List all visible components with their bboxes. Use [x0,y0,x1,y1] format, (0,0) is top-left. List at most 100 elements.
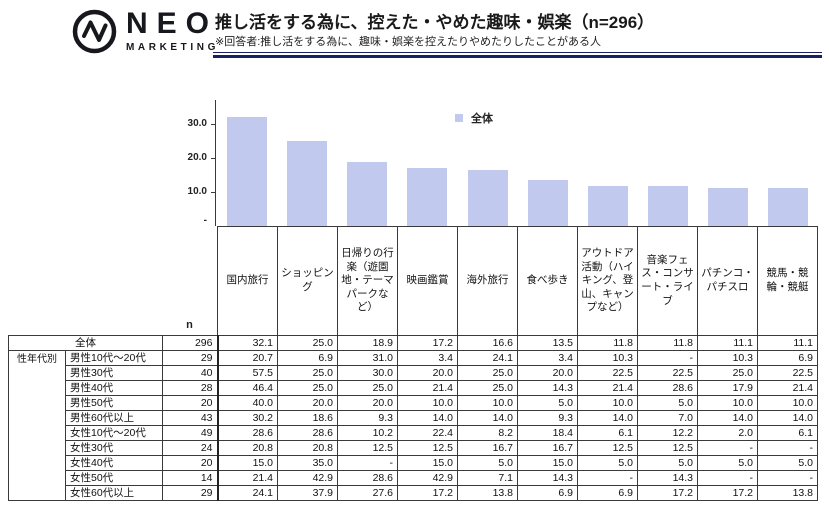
bar [707,188,748,226]
value-cell: 21.4 [577,380,638,396]
value-cell: 6.9 [757,350,818,366]
value-cell: 17.2 [637,485,698,501]
category-header-cell: ショッピング [277,226,338,335]
bar [767,188,808,226]
value-cell: 30.2 [216,410,278,426]
pulse-circle-icon [72,9,117,54]
category-header-cell: パチンコ・パチスロ [697,226,758,335]
value-cell: 5.0 [577,455,638,471]
value-cell: 35.0 [277,455,338,471]
value-cell: 10.0 [577,395,638,411]
value-cell: 22.5 [637,365,698,381]
value-cell: 16.6 [457,335,518,351]
value-cell: 28.6 [277,425,338,441]
table-row: 女性50代 14 21.4 42.9 28.6 42.9 7.1 14.3-14.3- - [9,470,818,486]
value-cell: - [637,350,698,366]
value-cell: 30.0 [337,365,398,381]
category-header-cell: 海外旅行 [457,226,518,335]
bar [287,141,328,226]
value-cell: 21.4 [216,470,278,486]
value-cell: - [757,440,818,456]
row-label: 男性40代 [65,380,163,396]
value-cell: 20.0 [277,395,338,411]
value-cell: 20.0 [397,365,458,381]
value-cell: 25.0 [457,380,518,396]
value-cell: 5.0 [637,455,698,471]
value-cell: 18.6 [277,410,338,426]
y-axis: 30.0 20.0 10.0 - [168,100,216,226]
value-cell: 7.1 [457,470,518,486]
category-header-cell: 日帰りの行楽（遊園地・テーマパークなど） [337,226,398,335]
y-tick-label: - [203,215,207,226]
value-cell: 25.0 [457,365,518,381]
category-header-cell: 映画鑑賞 [397,226,458,335]
value-cell: 40.0 [216,395,278,411]
value-cell: 20.0 [337,395,398,411]
table-body: 全体 296 32.1 25.0 18.9 17.2 16.6 13.5 11.8 11.8 11.… [8,335,818,501]
value-cell: 25.0 [277,380,338,396]
row-label: 女性30代 [65,440,163,456]
value-cell: 16.7 [517,440,578,456]
n-value-cell: 20 [162,395,218,411]
value-cell: 42.9 [397,470,458,486]
value-cell: 5.0 [697,455,758,471]
value-cell: - [697,440,758,456]
table-row: 女性40代 20 15.0 35.0-15.0 5.0 15.0 5.0 5.0 5.0 5.0 [9,455,818,471]
row-label: 男性60代以上 [65,410,163,426]
value-cell: 18.4 [517,425,578,441]
n-value-cell: 28 [162,380,218,396]
value-cell: 13.8 [457,485,518,501]
value-cell: 10.2 [337,425,398,441]
n-value-cell: 296 [162,335,218,351]
legend-label: 全体 [471,113,493,125]
value-cell: 16.7 [457,440,518,456]
value-cell: 10.0 [697,395,758,411]
value-cell: 5.0 [757,455,818,471]
n-value-cell: 29 [162,350,218,366]
value-cell: 28.6 [216,425,278,441]
value-cell: 11.8 [637,335,698,351]
category-header-cell: アウトドア活動（ハイキング、登山、キャンプなど） [577,226,638,335]
value-cell: 22.4 [397,425,458,441]
n-value-cell: 24 [162,440,218,456]
table-row: 男性50代 20 40.0 20.0 20.0 10.0 10.0 5.0 10.0 5.0 10.… [9,395,818,411]
bar [347,161,388,226]
y-tick-label: 30.0 [187,118,207,129]
value-cell: 10.0 [457,395,518,411]
data-table: 全体 296 32.1 25.0 18.9 17.2 16.6 13.5 11.8 11.8 11.… [8,335,818,501]
value-cell: 14.0 [577,410,638,426]
value-cell: 17.9 [697,380,758,396]
value-cell: 25.0 [697,365,758,381]
value-cell: 20.8 [277,440,338,456]
value-cell: 14.3 [517,380,578,396]
page-title: 推し活をする為に、控えた・やめた趣味・娯楽（n=296） [215,13,655,32]
y-tick-mark [211,158,215,159]
value-cell: 27.6 [337,485,398,501]
value-cell: 3.4 [397,350,458,366]
value-cell: 10.3 [577,350,638,366]
value-cell: 5.0 [457,455,518,471]
legend-swatch [455,114,463,122]
value-cell: 17.2 [397,485,458,501]
value-cell: 11.1 [697,335,758,351]
value-cell: 6.9 [577,485,638,501]
row-label: 男性30代 [65,365,163,381]
value-cell: 15.0 [216,455,278,471]
category-header-cell: 食べ歩き [517,226,578,335]
value-cell: - [577,470,638,486]
value-cell: 6.1 [577,425,638,441]
value-cell: 9.3 [517,410,578,426]
neo-marketing-logo: NEO MARKETING [72,9,219,54]
value-cell: 17.2 [697,485,758,501]
table-row: 性年代別 男性10代～20代 29 20.7 6.9 31.0 3.4 24.1 3.4 10.3… [8,350,818,501]
value-cell: 12.5 [577,440,638,456]
row-label: 女性10代～20代 [65,425,163,441]
y-tick-label: 20.0 [187,152,207,163]
value-cell: 14.0 [397,410,458,426]
value-cell: 28.6 [637,380,698,396]
value-cell: 46.4 [216,380,278,396]
value-cell: 6.9 [277,350,338,366]
value-cell: - [757,470,818,486]
value-cell: 6.1 [757,425,818,441]
y-tick-mark [211,192,215,193]
